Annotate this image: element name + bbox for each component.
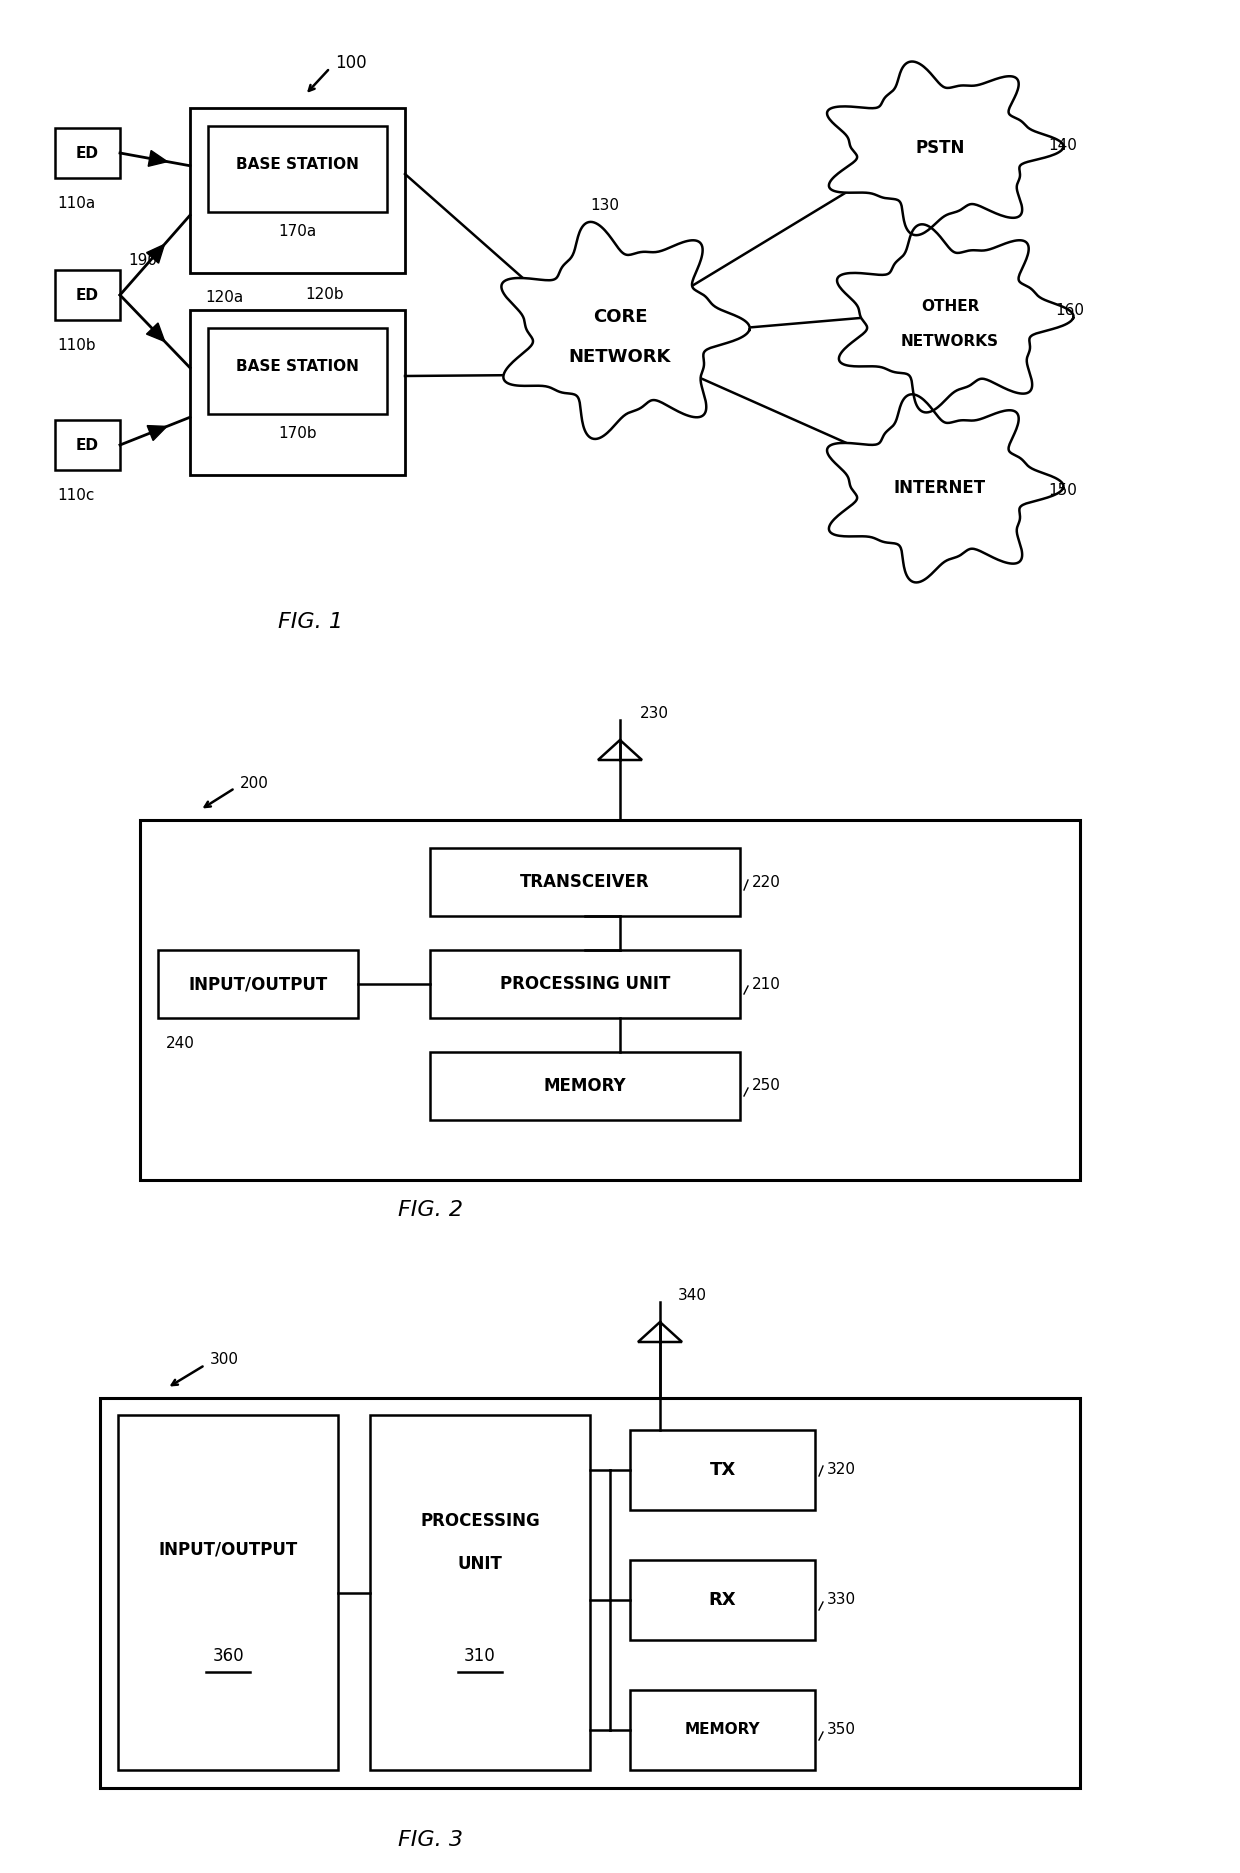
Bar [55, 127, 120, 178]
Polygon shape [148, 425, 167, 440]
Polygon shape [827, 395, 1064, 583]
Bar [370, 1414, 590, 1770]
Text: ED: ED [76, 287, 99, 303]
Bar [190, 311, 405, 476]
Text: PROCESSING: PROCESSING [420, 1513, 539, 1530]
Bar [630, 1689, 815, 1770]
Text: MEMORY: MEMORY [543, 1077, 626, 1096]
Text: 320: 320 [827, 1463, 856, 1478]
Text: OTHER: OTHER [921, 300, 980, 315]
Text: FIG. 1: FIG. 1 [278, 612, 342, 631]
Text: 240: 240 [166, 1036, 195, 1051]
Text: INPUT/OUTPUT: INPUT/OUTPUT [188, 976, 327, 993]
Bar [55, 270, 120, 320]
Text: UNIT: UNIT [458, 1555, 502, 1573]
Bar [208, 125, 387, 212]
Polygon shape [501, 221, 750, 438]
Bar [630, 1560, 815, 1641]
Text: 190: 190 [128, 253, 157, 268]
Text: ED: ED [76, 438, 99, 453]
Bar [118, 1414, 339, 1770]
Bar [55, 420, 120, 470]
Text: 170b: 170b [278, 427, 316, 442]
Text: 350: 350 [827, 1723, 856, 1738]
Text: 330: 330 [827, 1592, 856, 1607]
Text: 170a: 170a [278, 225, 316, 240]
Bar [208, 328, 387, 414]
Bar [100, 1397, 1080, 1789]
Text: MEMORY: MEMORY [684, 1723, 760, 1738]
Polygon shape [149, 150, 167, 167]
Text: 310: 310 [464, 1648, 496, 1665]
Text: FIG. 2: FIG. 2 [398, 1201, 463, 1219]
Text: 120a: 120a [205, 290, 243, 305]
Text: NETWORK: NETWORK [569, 348, 671, 365]
Text: BASE STATION: BASE STATION [236, 358, 358, 373]
Bar [430, 1053, 740, 1120]
Bar [190, 109, 405, 273]
Polygon shape [827, 62, 1064, 236]
Text: 110a: 110a [57, 197, 95, 212]
Bar [430, 950, 740, 1019]
Text: TRANSCEIVER: TRANSCEIVER [521, 873, 650, 892]
Text: 360: 360 [212, 1648, 244, 1665]
Text: 160: 160 [1055, 303, 1084, 318]
Text: PROCESSING UNIT: PROCESSING UNIT [500, 976, 670, 993]
Text: 340: 340 [678, 1289, 707, 1304]
Text: 300: 300 [210, 1352, 239, 1367]
Polygon shape [146, 322, 165, 341]
Bar [430, 848, 740, 916]
Text: TX: TX [709, 1461, 735, 1480]
Text: FIG. 3: FIG. 3 [398, 1830, 463, 1851]
Text: 110c: 110c [57, 489, 94, 504]
Text: 100: 100 [335, 54, 367, 71]
Text: 250: 250 [751, 1079, 781, 1094]
Text: 230: 230 [640, 706, 670, 721]
Text: 150: 150 [1048, 483, 1076, 498]
Text: INTERNET: INTERNET [894, 479, 986, 496]
Text: 120b: 120b [305, 287, 343, 302]
Text: INPUT/OUTPUT: INPUT/OUTPUT [159, 1541, 298, 1558]
Polygon shape [837, 225, 1074, 412]
Polygon shape [146, 243, 165, 264]
Text: 140: 140 [1048, 137, 1076, 152]
Text: RX: RX [709, 1590, 737, 1609]
Text: CORE: CORE [593, 307, 647, 326]
Text: 220: 220 [751, 875, 781, 890]
Text: 130: 130 [590, 197, 619, 212]
Text: 110b: 110b [57, 337, 95, 352]
Text: 200: 200 [241, 777, 269, 792]
Bar [140, 820, 1080, 1180]
Text: 210: 210 [751, 976, 781, 991]
Text: ED: ED [76, 146, 99, 161]
Text: PSTN: PSTN [915, 139, 965, 157]
Text: NETWORKS: NETWORKS [901, 333, 999, 348]
Bar [630, 1429, 815, 1510]
Bar [157, 950, 358, 1019]
Text: BASE STATION: BASE STATION [236, 157, 358, 172]
